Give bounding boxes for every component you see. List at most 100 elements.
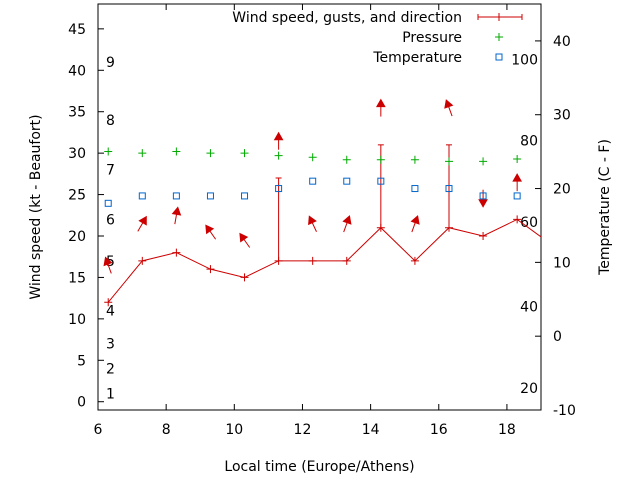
wind-arrow-shaft: [107, 262, 112, 274]
pressure-point: [206, 149, 215, 158]
pressure-point: [479, 157, 488, 166]
temperature-point: [275, 185, 283, 193]
wind-arrow-shaft: [447, 105, 453, 117]
wind-direction-arrow: [444, 99, 454, 117]
y2-tick-label: 20: [553, 182, 571, 198]
wind-arrow-shaft: [137, 221, 144, 232]
x-axis-title: Local time (Europe/Athens): [224, 459, 414, 475]
beaufort-label: 4: [106, 304, 115, 320]
axes: 6 8 10 12 14 16 18051015202530354045-100102030…: [28, 4, 613, 475]
wind-arrow-head: [205, 224, 215, 235]
y-tick-label: 10: [68, 312, 86, 328]
fahrenheit-label: 40: [520, 300, 538, 316]
wind-direction-arrow: [103, 256, 113, 274]
y2-axis-title: Temperature (C - F): [597, 139, 613, 276]
temperature-point: [445, 185, 453, 193]
pressure-point: [410, 155, 419, 164]
wind-direction-arrow: [410, 215, 420, 233]
temperature-point: [206, 192, 214, 200]
wind-direction-arrow: [512, 173, 523, 192]
wind-speed-point: [206, 265, 215, 274]
temperature-point: [104, 199, 112, 207]
legend-temperature-symbol: [495, 53, 503, 61]
pressure-point: [138, 149, 147, 158]
fahrenheit-label: 20: [520, 381, 538, 397]
temperature-point: [343, 177, 351, 185]
series-clip-group: [89, 98, 555, 307]
wind-direction-arrow: [308, 215, 317, 232]
plot-border: [97, 3, 542, 411]
temperature-point: [513, 192, 521, 200]
wind-speed-point: [240, 273, 249, 282]
legend: Wind speed, gusts, and direction Pressure…: [232, 10, 523, 66]
pressure-point: [308, 153, 317, 162]
y-tick-label: 15: [68, 270, 86, 286]
x-tick-label: 18: [498, 422, 516, 438]
series: [89, 98, 555, 307]
wind-speed-point: [547, 240, 555, 248]
y-tick-label: 30: [68, 146, 86, 162]
wind-arrow-shaft: [89, 280, 93, 290]
wind-arrow-head: [444, 99, 454, 109]
wind-arrow-shaft: [242, 238, 251, 248]
beaufort-label: 7: [106, 163, 115, 179]
fahrenheit-label: 60: [520, 215, 538, 231]
pressure-point: [172, 147, 181, 156]
wind-direction-arrow: [239, 232, 251, 248]
y-tick-label: 0: [77, 395, 86, 411]
pressure-point: [274, 151, 283, 160]
temperature-point: [241, 192, 249, 200]
y-axis-title: Wind speed (kt - Beaufort): [28, 114, 44, 299]
beaufort-label: 6: [106, 212, 115, 228]
pressure-point: [376, 155, 385, 164]
x-tick-label: 14: [362, 422, 380, 438]
legend-label: Temperature: [372, 50, 462, 66]
wind-arrow-head: [239, 232, 249, 243]
x-tick-label: 10: [225, 422, 243, 438]
legend-wind-marker: [495, 13, 503, 21]
temperature-point: [309, 177, 317, 185]
wind-speed-point: [342, 256, 351, 265]
wind-arrow-head: [342, 215, 352, 225]
fahrenheit-label: 100: [511, 52, 538, 68]
beaufort-label: 3: [106, 337, 115, 353]
wind-arrow-head: [308, 215, 317, 226]
y-tick-label: 35: [68, 105, 86, 121]
wind-arrow-shaft: [174, 213, 178, 225]
y2-tick-label: 40: [553, 34, 571, 50]
x-tick-label: 6: [94, 422, 103, 438]
wind-arrow-shaft: [343, 221, 348, 233]
wind-arrow-head: [512, 173, 523, 182]
y-tick-label: 45: [68, 22, 86, 38]
wind-speed-point: [410, 256, 419, 265]
wind-direction-arrow: [171, 206, 182, 225]
wind-arrow-head: [103, 256, 113, 267]
x-tick-label: 8: [162, 422, 171, 438]
y-tick-label: 40: [68, 63, 86, 79]
x-tick-label: 12: [294, 422, 312, 438]
beaufort-label: 1: [106, 386, 115, 402]
beaufort-label: 2: [106, 362, 115, 378]
y-tick-label: 25: [68, 188, 86, 204]
y2-tick-label: -10: [553, 403, 576, 419]
wind-arrow-shaft: [411, 221, 417, 233]
wind-speed-point: [308, 256, 317, 265]
wind-direction-arrow: [342, 215, 352, 233]
legend-pressure-symbol: [495, 33, 503, 41]
pressure-point: [342, 155, 351, 164]
y-tick-label: 20: [68, 229, 86, 245]
temperature-point: [138, 192, 146, 200]
wind-direction-arrow: [205, 224, 217, 240]
temperature-point: [411, 185, 419, 193]
pressure-point: [513, 154, 522, 163]
wind-direction-arrow: [273, 131, 284, 150]
wind-speed-point: [172, 248, 181, 257]
wind-speed-line: [107, 218, 541, 303]
pressure-point: [104, 147, 113, 156]
wind-arrow-head: [478, 199, 488, 208]
temperature-point: [172, 192, 180, 200]
y2-tick-label: 30: [553, 108, 571, 124]
wind-arrow-head: [410, 215, 420, 225]
wind-direction-arrow: [137, 215, 147, 232]
